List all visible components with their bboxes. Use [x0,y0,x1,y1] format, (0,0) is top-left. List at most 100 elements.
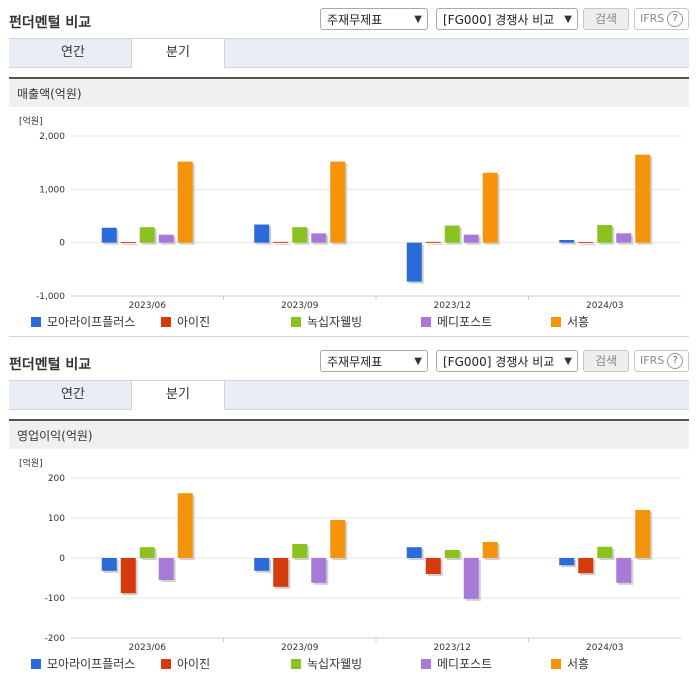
peer-select[interactable]: [FG000] 경쟁사 비교 ▼ [436,8,578,30]
bar[interactable] [482,542,498,558]
legend-item[interactable]: 녹십자웰빙 [291,655,362,672]
legend-item[interactable]: 메디포스트 [421,313,492,330]
bar-shadow [122,244,138,246]
bar[interactable] [158,558,174,580]
bar[interactable] [559,240,575,243]
legend-swatch [551,317,561,327]
bar[interactable] [635,154,651,243]
peer-select-value: [FG000] 경쟁사 비교 [443,355,555,369]
legend-label: 서흥 [567,657,590,671]
legend-item[interactable]: 아이진 [161,313,210,330]
bar[interactable] [597,546,613,558]
bar[interactable] [406,242,422,282]
x-tick-label: 2023/06 [129,643,167,653]
search-button[interactable]: 검색 [583,8,629,30]
bar-shadow [427,243,443,245]
bar[interactable] [616,233,632,243]
y-tick-label: 1,000 [39,185,65,195]
bar[interactable] [158,234,174,243]
tab-quarterly[interactable]: 분기 [131,381,225,410]
panel-title: 펀더멘털 비교 [9,15,92,31]
y-tick-label: 100 [48,514,65,524]
legend-item[interactable]: 녹십자웰빙 [291,313,362,330]
legend-swatch [31,659,41,669]
section-header: 영업이익(억원) [9,419,689,449]
search-button[interactable]: 검색 [583,350,629,372]
bar[interactable] [463,558,479,599]
bar[interactable] [177,161,193,243]
bar-shadow [275,243,291,245]
legend-label: 아이진 [177,315,211,329]
legend-item[interactable]: 아이진 [161,655,210,672]
bar[interactable] [578,242,594,244]
chart-legend: 모아라이프플러스 아이진 녹십자웰빙 메디포스트 서흥 [9,313,689,331]
bar[interactable] [425,241,441,243]
bar[interactable] [635,510,651,558]
revenue-panel: 펀더멘털 비교 주재무제표 ▼ [FG000] 경쟁사 비교 ▼ 검색 IFRS? … [0,0,696,340]
bar[interactable] [139,547,155,558]
legend-item[interactable]: 모아라이프플러스 [31,655,135,672]
bar[interactable] [330,161,346,243]
bar[interactable] [292,227,308,243]
bar[interactable] [578,558,594,574]
legend-swatch [31,317,41,327]
legend-item[interactable]: 서흥 [551,655,589,672]
legend-item[interactable]: 서흥 [551,313,589,330]
y-tick-label: -100 [45,594,66,604]
ifrs-help-button[interactable]: IFRS? [634,350,689,372]
bar[interactable] [597,225,613,243]
legend-swatch [291,317,301,327]
bar[interactable] [311,233,327,243]
legend-label: 녹십자웰빙 [307,657,363,671]
unit-label: [억원] [19,457,43,469]
legend-label: 메디포스트 [437,315,493,329]
y-tick-label: -200 [45,634,66,644]
tab-quarterly[interactable]: 분기 [131,39,225,68]
bar[interactable] [177,493,193,558]
tab-annual[interactable]: 연간 [61,45,85,60]
bar[interactable] [463,234,479,243]
statement-select-value: 주재무제표 [327,13,383,27]
question-icon: ? [667,11,684,27]
x-tick-label: 2023/09 [281,301,319,311]
statement-select[interactable]: 주재무제표 ▼ [320,8,428,30]
bar[interactable] [616,558,632,583]
bar[interactable] [254,224,270,243]
bar[interactable] [292,544,308,558]
bar[interactable] [444,225,460,243]
revenue-chart: [억원] 2,000 1,000 0 -1,000 2023/06 2023/09 2023/… [19,115,681,311]
bar[interactable] [444,550,460,558]
x-tick-label: 2024/03 [586,301,623,311]
bar[interactable] [425,558,441,574]
period-tabs: 연간 분기 [9,38,689,68]
bar[interactable] [482,172,498,243]
bar[interactable] [139,227,155,243]
bar-shadow [561,242,577,245]
peer-select[interactable]: [FG000] 경쟁사 비교 ▼ [436,350,578,372]
tab-annual[interactable]: 연간 [61,387,85,402]
bar[interactable] [311,558,327,583]
legend-item[interactable]: 메디포스트 [421,655,492,672]
bar[interactable] [559,558,575,566]
bar[interactable] [406,547,422,558]
bar[interactable] [120,558,136,594]
bar[interactable] [101,227,117,243]
statement-select-value: 주재무제표 [327,355,383,369]
statement-select[interactable]: 주재무제표 ▼ [320,350,428,372]
bar[interactable] [120,242,136,244]
legend-item[interactable]: 모아라이프플러스 [31,313,135,330]
bar-shadow [580,244,596,246]
bar[interactable] [273,241,289,243]
legend-swatch [551,659,561,669]
bar[interactable] [330,520,346,558]
bar[interactable] [101,558,117,571]
bar[interactable] [254,558,270,571]
y-tick-label: 0 [59,554,65,564]
bar[interactable] [273,558,289,587]
y-tick-label: 200 [48,474,65,484]
ifrs-label: IFRS [640,354,665,367]
panel-title: 펀더멘털 비교 [9,357,92,373]
legend-swatch [421,317,431,327]
ifrs-help-button[interactable]: IFRS? [634,8,689,30]
section-label: 매출액(억원) [17,87,82,101]
